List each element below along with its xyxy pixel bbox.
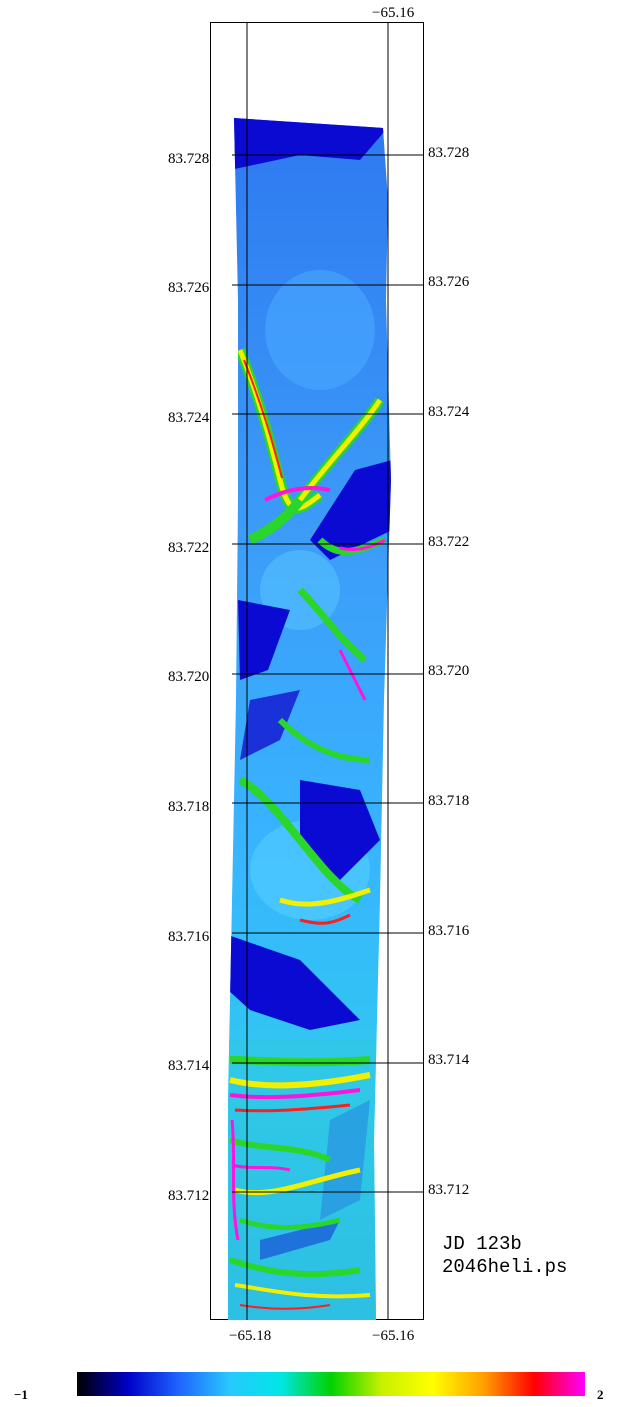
left-latitude-label: 83.726 <box>168 280 210 296</box>
left-latitude-label: 83.722 <box>168 540 210 556</box>
left-latitude-label: 83.720 <box>168 669 210 685</box>
colorbar-max-label: 2 <box>597 1387 604 1402</box>
right-latitude-label: 83.718 <box>428 793 470 809</box>
right-latitude-label: 83.724 <box>428 404 470 420</box>
left-latitude-label: 83.712 <box>168 1188 210 1204</box>
annotation-day: JD 123b <box>442 1233 522 1255</box>
bottom-longitude-label: −65.16 <box>372 1328 415 1344</box>
colorbar-min-label: −1 <box>14 1387 28 1402</box>
right-latitude-label: 83.716 <box>428 923 470 939</box>
bottom-longitude-label: −65.18 <box>229 1328 272 1344</box>
right-latitude-label: 83.722 <box>428 534 470 550</box>
right-latitude-label: 83.712 <box>428 1182 470 1198</box>
left-latitude-label: 83.714 <box>168 1058 210 1074</box>
left-latitude-label: 83.728 <box>168 151 210 167</box>
top-longitude-label: −65.16 <box>372 5 415 21</box>
left-latitude-label: 83.724 <box>168 410 210 426</box>
annotation-filename: 2046heli.ps <box>442 1256 568 1278</box>
right-latitude-label: 83.726 <box>428 274 470 290</box>
left-latitude-label: 83.718 <box>168 799 210 815</box>
right-latitude-label: 83.714 <box>428 1052 470 1068</box>
color-scale-bar <box>77 1372 585 1396</box>
right-latitude-label: 83.728 <box>428 145 470 161</box>
right-latitude-label: 83.720 <box>428 663 470 679</box>
left-latitude-label: 83.716 <box>168 929 210 945</box>
